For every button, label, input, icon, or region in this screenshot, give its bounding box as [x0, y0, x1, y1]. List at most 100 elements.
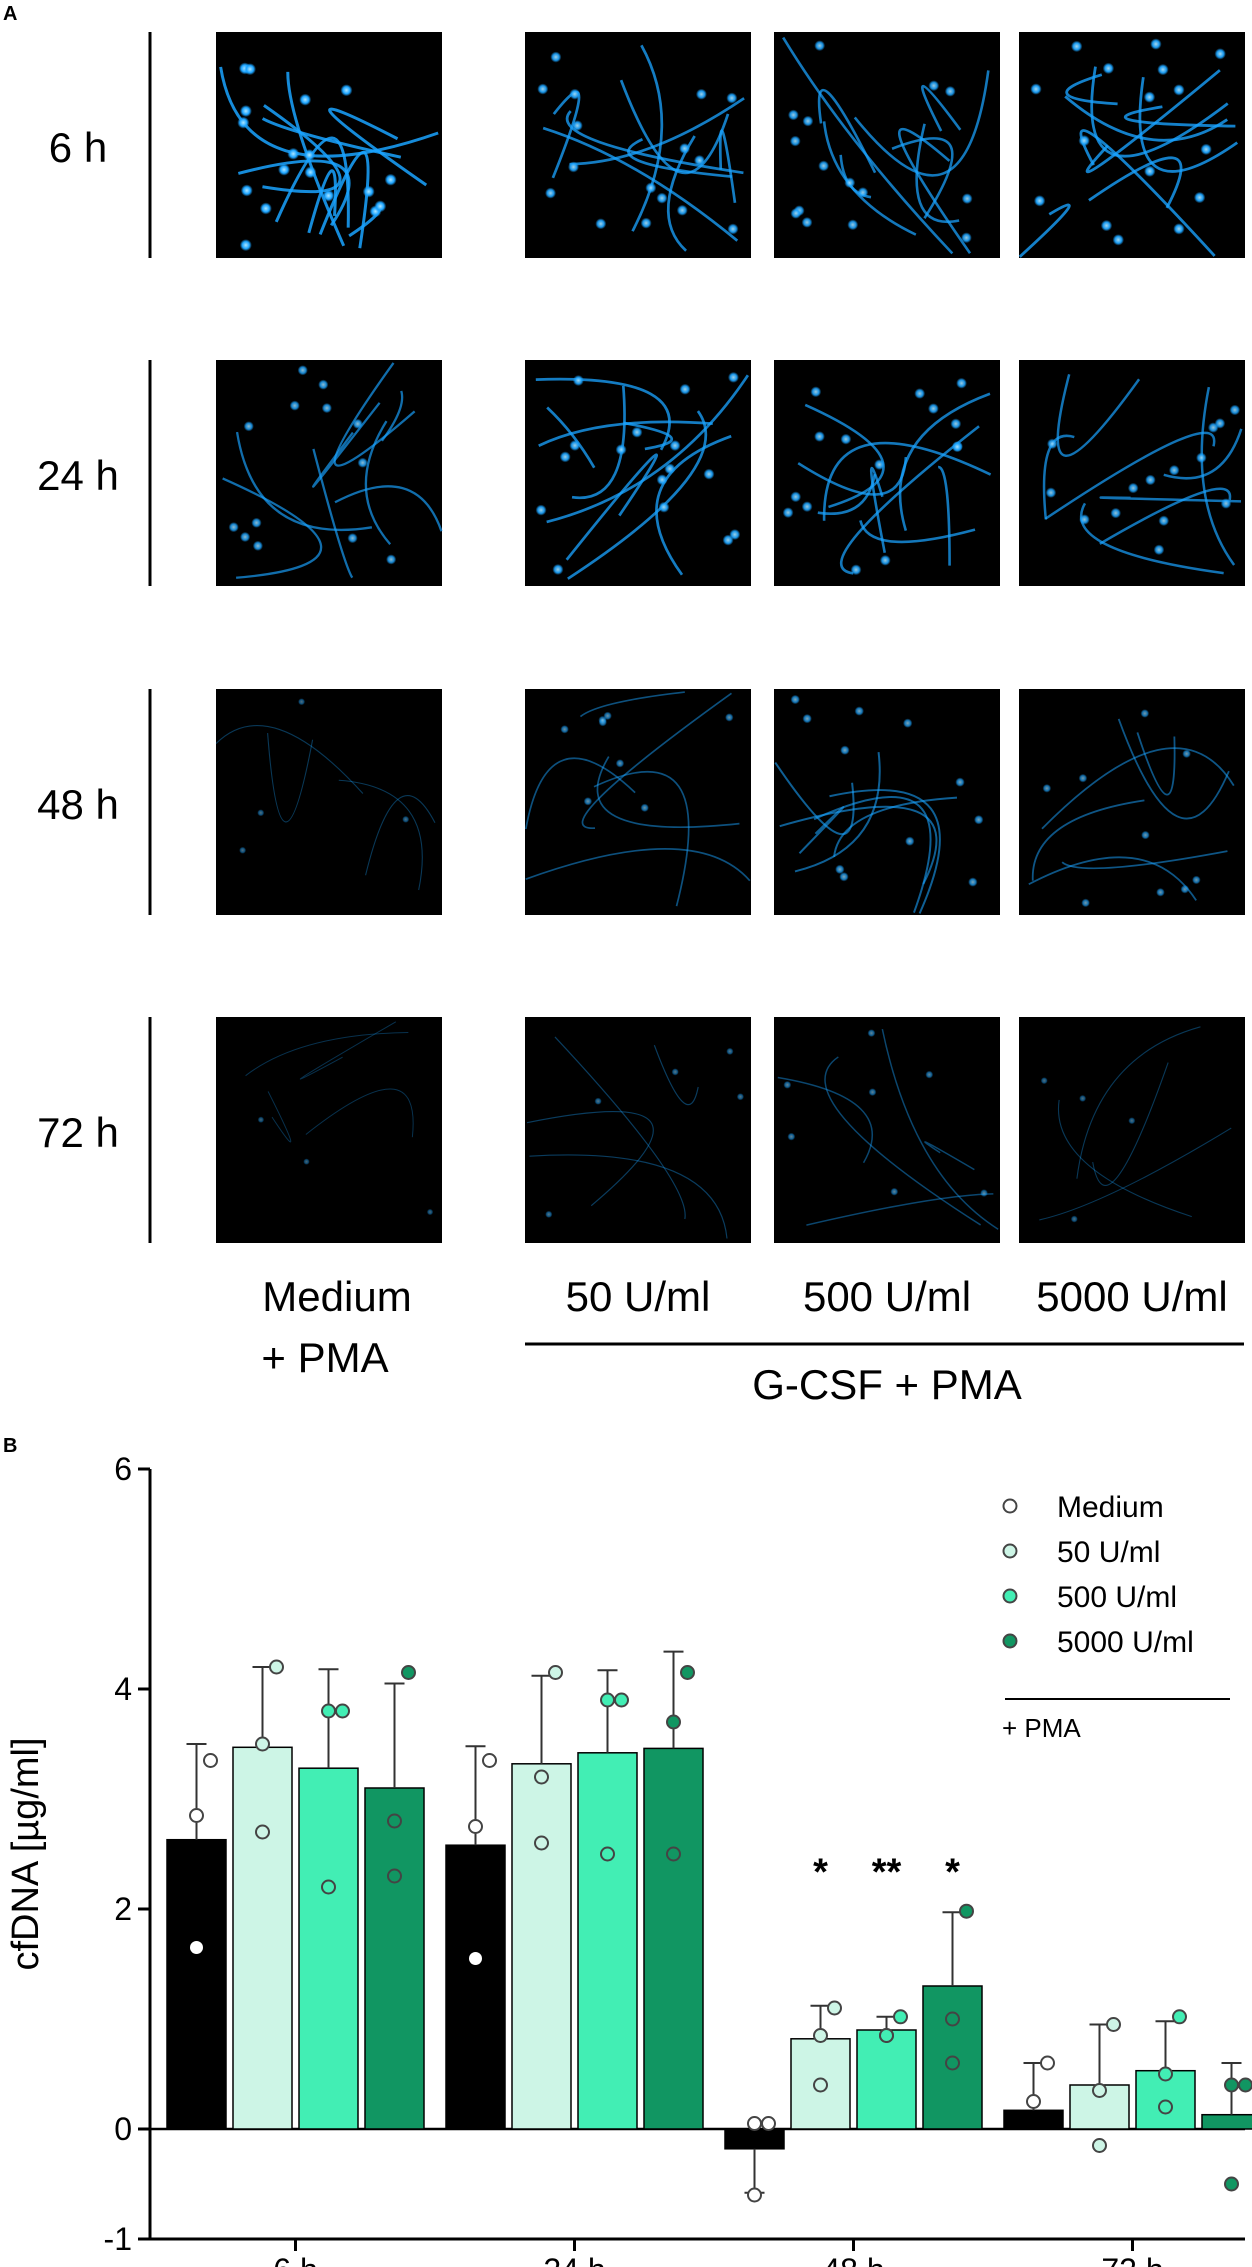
stained-cell: [810, 386, 822, 398]
data-point: [600, 1846, 615, 1862]
data-point: [468, 1819, 483, 1834]
data-point: [945, 2055, 960, 2071]
dna-fiber: [1031, 799, 1145, 881]
stained-cell: [656, 474, 668, 486]
stained-cell: [695, 88, 707, 100]
micrograph-background: [774, 689, 1000, 915]
dna-fiber: [829, 789, 941, 914]
stained-cell: [287, 147, 300, 160]
stained-cell: [736, 1093, 745, 1101]
data-point: [761, 2116, 776, 2131]
stained-cell: [1145, 474, 1156, 486]
stained-cell: [1127, 482, 1139, 494]
stained-cell: [550, 51, 562, 63]
stained-cell: [1110, 507, 1122, 519]
data-point: [1026, 2094, 1041, 2109]
column-label: Medium: [262, 1273, 411, 1320]
dna-fiber: [333, 362, 416, 467]
stained-cell: [1180, 884, 1190, 894]
micrograph-background: [525, 1017, 751, 1243]
x-tick-label: 72 h: [1101, 2252, 1163, 2267]
stained-cell: [1140, 709, 1150, 718]
stained-cell: [240, 531, 251, 543]
x-tick-label: 24 h: [543, 2252, 605, 2267]
data-point: [813, 2077, 828, 2093]
stained-cell: [1042, 784, 1052, 793]
stained-cell: [1079, 1094, 1087, 1102]
dna-fiber: [817, 89, 877, 174]
dna-fiber: [1044, 431, 1216, 520]
stained-cell: [1045, 487, 1057, 498]
data-point: [255, 1824, 270, 1840]
stained-cell: [782, 507, 794, 519]
stained-cell: [321, 402, 332, 414]
micrograph-tile: [524, 689, 751, 915]
dna-fiber: [546, 406, 596, 469]
dna-fiber: [579, 691, 685, 718]
legend-marker: [1002, 1633, 1018, 1649]
dna-fiber: [596, 756, 740, 829]
dna-fiber: [1064, 95, 1229, 142]
stained-cell: [362, 185, 375, 198]
dna-fiber: [898, 392, 991, 531]
stained-cell: [572, 375, 584, 387]
stained-cell: [790, 491, 802, 503]
dna-fiber: [1028, 856, 1197, 901]
stained-cell: [347, 533, 358, 544]
stained-cell: [322, 189, 335, 202]
stained-cell: [1168, 464, 1180, 476]
bar: [511, 1763, 572, 2130]
stained-cell: [402, 815, 410, 823]
dna-fiber: [338, 779, 423, 891]
stained-cell: [950, 418, 962, 430]
stained-cell: [595, 218, 607, 230]
data-point: [190, 1941, 203, 1954]
stained-cell: [535, 504, 547, 516]
stained-cell: [664, 463, 676, 475]
dna-fiber: [1018, 203, 1071, 258]
stained-cell: [868, 1088, 877, 1097]
stained-cell: [568, 161, 580, 173]
stained-cell: [251, 517, 262, 528]
stained-cell: [726, 92, 738, 104]
stained-cell: [867, 1029, 876, 1038]
stained-cell: [703, 468, 715, 480]
dna-fiber: [1200, 386, 1236, 566]
micrograph-tile: [1018, 32, 1245, 258]
data-point: [1040, 2055, 1055, 2071]
y-tick-label: -1: [104, 2221, 132, 2257]
data-point: [600, 1692, 615, 1708]
dna-fiber: [777, 1076, 873, 1164]
stained-cell: [802, 115, 814, 127]
micrograph-tile: [1019, 689, 1245, 915]
stained-cell: [835, 864, 845, 875]
data-point: [1238, 2077, 1252, 2093]
stained-cell: [244, 63, 257, 76]
bar: [232, 1746, 293, 2130]
legend-label: 5000 U/ml: [1057, 1626, 1194, 1659]
stained-cell: [569, 88, 581, 100]
micrograph-background: [1019, 1017, 1245, 1243]
x-tick-label: 6 h: [273, 2252, 317, 2267]
dna-fiber: [627, 138, 733, 178]
stained-cell: [257, 1116, 265, 1123]
stained-cell: [374, 200, 387, 213]
data-point: [1224, 2176, 1239, 2192]
micrograph-tile: [525, 1017, 751, 1243]
stained-cell: [955, 777, 965, 787]
dna-fiber: [364, 420, 392, 545]
micrograph-background: [216, 1017, 442, 1243]
dna-fiber: [593, 770, 690, 907]
stained-cell: [357, 457, 368, 468]
micrograph-tile: [216, 360, 443, 586]
dna-fiber: [937, 465, 951, 566]
stained-cell: [645, 182, 657, 194]
stained-cell: [1196, 452, 1207, 464]
stained-cell: [840, 433, 852, 445]
bar: [166, 1838, 227, 2130]
stained-cell: [694, 154, 706, 166]
significance-marker: *: [813, 1852, 828, 1894]
micrograph-background: [774, 1017, 1000, 1243]
dna-fiber: [318, 150, 370, 249]
